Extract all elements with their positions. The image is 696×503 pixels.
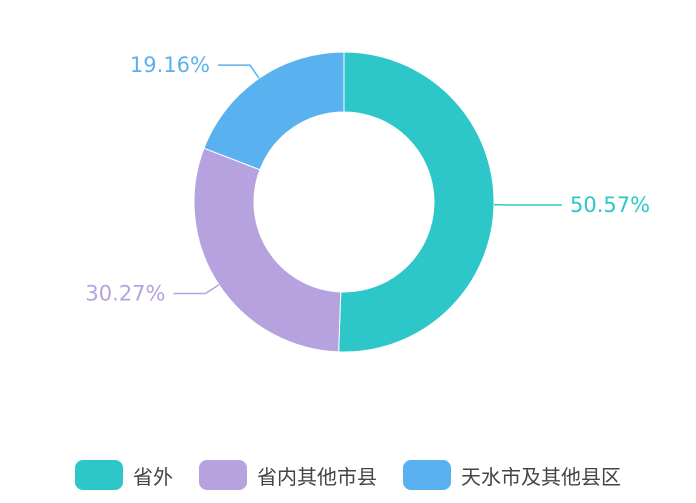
leader-line-3: [218, 64, 260, 79]
leader-line-2: [173, 284, 220, 295]
donut-chart: 50.57% 30.27% 19.16%: [85, 51, 650, 353]
percent-label-2: 30.27%: [85, 282, 165, 306]
percent-label-3: 19.16%: [130, 53, 210, 77]
legend-swatch: [199, 460, 247, 490]
percent-label-1: 50.57%: [570, 193, 650, 217]
slices-group: [193, 51, 495, 353]
legend-item-2[interactable]: 省内其他市县: [199, 460, 377, 490]
legend: 省外 省内其他市县 天水市及其他县区: [0, 455, 696, 495]
legend-item-3[interactable]: 天水市及其他县区: [403, 460, 621, 490]
slice-1[interactable]: [338, 51, 495, 353]
leader-lines-group: [173, 64, 562, 295]
slice-2[interactable]: [193, 147, 342, 353]
slice-3[interactable]: [203, 51, 345, 171]
legend-label: 省内其他市县: [257, 464, 377, 489]
labels-group: 50.57% 30.27% 19.16%: [85, 53, 650, 305]
legend-label: 省外: [133, 464, 173, 489]
legend-label: 天水市及其他县区: [461, 464, 621, 489]
legend-item-1[interactable]: 省外: [75, 460, 173, 490]
legend-swatch: [75, 460, 123, 490]
legend-swatch: [403, 460, 451, 490]
